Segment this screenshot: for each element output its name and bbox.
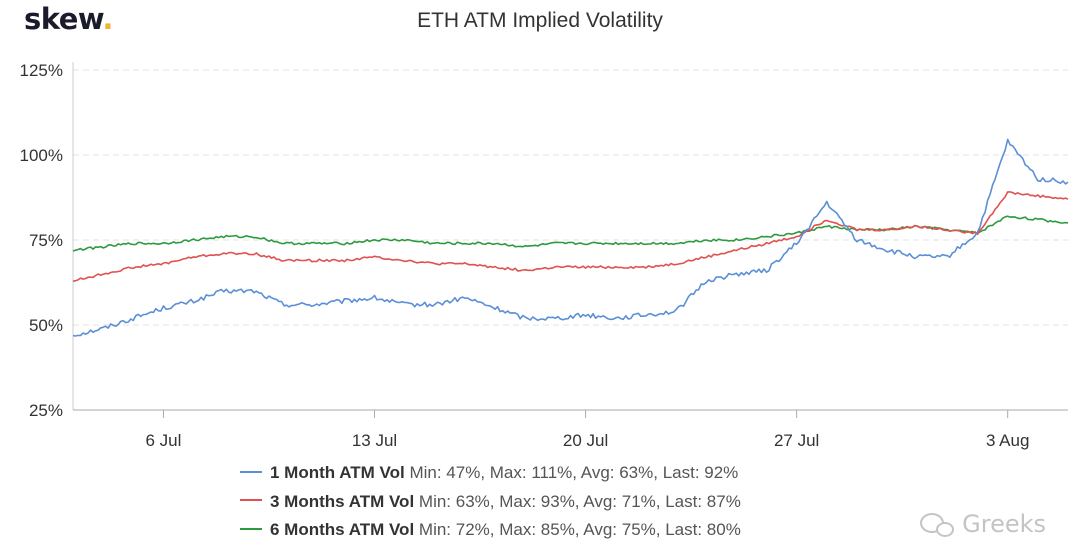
y-tick-label: 100% [20,146,63,165]
x-tick-label: 27 Jul [774,431,819,450]
legend-item-1-month[interactable]: 1 Month ATM Vol Min: 47%, Max: 111%, Avg… [240,459,741,488]
legend-swatch [240,470,262,473]
legend-swatch [240,527,262,530]
series-line-1-month [72,138,1069,337]
y-tick-label: 25% [29,401,63,420]
x-tick-label: 13 Jul [352,431,397,450]
wechat-icon-bubble [936,521,955,537]
y-tick-label: 125% [20,61,63,80]
grid-layer [73,69,1068,326]
skew-logo: skew. [24,2,113,36]
legend-series-name: 6 Months ATM Vol [270,520,415,539]
chart-legend: 1 Month ATM Vol Min: 47%, Max: 111%, Avg… [240,459,741,545]
x-tick-label: 20 Jul [563,431,608,450]
legend-series-stats: Min: 72%, Max: 85%, Avg: 75%, Last: 80% [418,520,741,539]
y-tick-label: 75% [29,231,63,250]
legend-series-name: 3 Months ATM Vol [270,491,415,511]
x-tick-label: 6 Jul [145,431,181,450]
logo-text: skew [24,2,103,36]
series-layer [72,138,1069,337]
legend-series-stats: Min: 63%, Max: 93%, Avg: 71%, Last: 87% [418,491,741,511]
watermark: Greeks [920,510,1046,538]
legend-item-6-months[interactable]: 6 Months ATM Vol Min: 72%, Max: 85%, Avg… [240,516,741,545]
axis-layer: 25% 50% 75% 100% 125% 6 Jul 13 Jul 20 Jul 27 Jul… [20,61,1068,450]
legend-item-3-months[interactable]: 3 Months ATM Vol Min: 63%, Max: 93%, Avg… [240,488,741,517]
logo-dot: . [102,2,113,36]
legend-series-name: 1 Month ATM Vol [270,463,405,482]
x-tick-label: 3 Aug [986,431,1030,450]
legend-swatch [240,499,262,502]
series-line-6-months [72,215,1069,252]
series-line-3-months [72,191,1069,283]
y-tick-label: 50% [29,316,63,335]
chart-title: ETH ATM Implied Volatility [417,9,663,32]
watermark-text: Greeks [962,510,1046,538]
legend-series-stats: Min: 47%, Max: 111%, Avg: 63%, Last: 92% [409,463,739,482]
